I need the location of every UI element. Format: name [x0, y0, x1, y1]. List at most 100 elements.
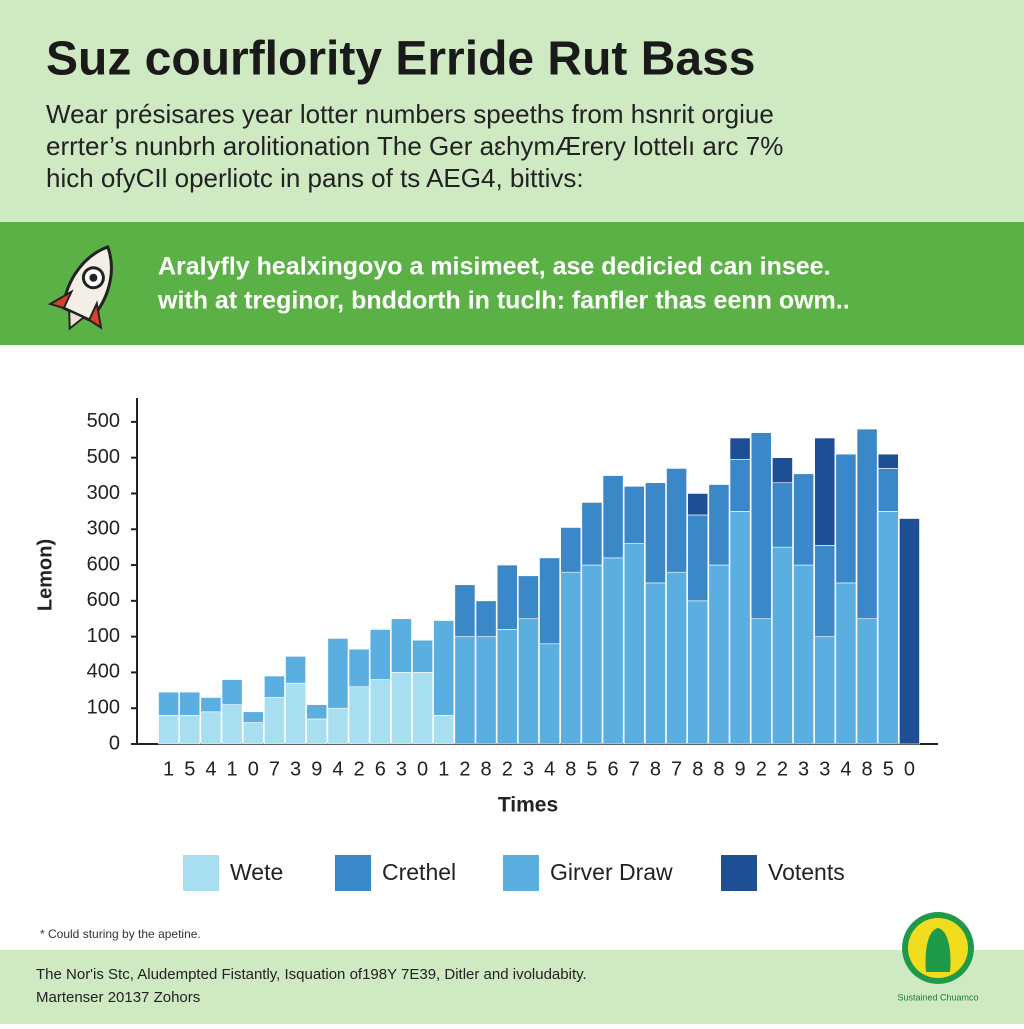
bar-segment: [327, 707, 349, 745]
intro-line: errter’s nunbrh arolitionation The Ger a…: [46, 131, 783, 161]
bar-segment: [666, 468, 687, 573]
x-tick-label: 6: [375, 758, 386, 780]
bar-segment: [285, 656, 306, 684]
bar-segment: [348, 686, 370, 745]
x-tick-label: 8: [650, 758, 661, 780]
x-tick-label: 2: [354, 758, 365, 780]
bar-segment: [814, 545, 836, 637]
header-bg: [0, 0, 1024, 222]
x-tick-label: 9: [735, 758, 746, 780]
bar-segment: [496, 564, 518, 630]
bar-segment: [221, 679, 243, 705]
bar-segment: [835, 453, 857, 584]
bar-segment: [877, 453, 899, 469]
bar-segment: [877, 468, 899, 512]
legend-label: Votents: [768, 859, 845, 885]
bar-segment: [708, 564, 730, 745]
x-tick-label: 7: [671, 758, 682, 780]
x-tick-label: 4: [544, 758, 555, 780]
x-tick-label: 3: [396, 758, 407, 780]
bar-segment: [581, 564, 603, 745]
x-tick-label: 8: [565, 758, 576, 780]
legend-label: Wete: [230, 859, 283, 885]
x-tick-label: 2: [756, 758, 767, 780]
bar-segment: [729, 437, 751, 460]
x-tick-label: 7: [269, 758, 280, 780]
bar-segment: [242, 711, 264, 723]
bar-segment: [623, 486, 645, 544]
legend-swatch: [503, 855, 539, 891]
bar-segment: [200, 697, 222, 713]
bar-segment: [391, 618, 412, 673]
bar-segment: [560, 527, 582, 573]
footnote: * Could sturing by the apetine.: [40, 927, 201, 941]
x-tick-label: 5: [184, 758, 195, 780]
x-tick-label: 5: [883, 758, 894, 780]
bar-segment: [729, 511, 751, 745]
bar-segment: [454, 636, 476, 745]
x-tick-label: 0: [417, 758, 428, 780]
bar-segment: [285, 682, 306, 745]
bar-segment: [539, 643, 560, 745]
x-tick-label: 3: [290, 758, 301, 780]
x-tick-label: 3: [523, 758, 534, 780]
bar-segment: [793, 473, 814, 566]
bar-segment: [475, 636, 497, 745]
bar-segment: [645, 582, 666, 745]
bar-segment: [687, 493, 709, 516]
bar-segment: [856, 618, 878, 745]
legend-label: Crethel: [382, 859, 456, 885]
bar-segment: [369, 629, 391, 680]
bar-segment: [518, 618, 539, 745]
y-tick-label: 300: [87, 518, 120, 540]
x-tick-label: 2: [502, 758, 513, 780]
bar-segment: [412, 672, 433, 745]
x-tick-label: 8: [481, 758, 492, 780]
x-tick-label: 4: [332, 758, 343, 780]
badge-text: Sustained Chuamco: [897, 992, 978, 1002]
x-tick-label: 0: [248, 758, 259, 780]
bar-segment: [391, 672, 412, 745]
y-tick-label: 0: [109, 732, 120, 754]
bar-segment: [602, 557, 624, 745]
y-axis-label: Lemon): [34, 539, 56, 611]
y-tick-label: 500: [87, 410, 120, 432]
intro-line: Wear présisares year lotter numbers spee…: [46, 99, 774, 129]
legend-swatch: [335, 855, 371, 891]
badge-logo: [902, 912, 974, 984]
y-tick-label: 500: [87, 446, 120, 468]
bar-segment: [264, 697, 285, 745]
bar-segment: [666, 571, 687, 745]
bar-segment: [369, 679, 391, 745]
x-tick-label: 4: [840, 758, 851, 780]
bar-segment: [433, 620, 455, 716]
y-tick-label: 100: [87, 696, 120, 718]
bar-segment: [581, 502, 603, 566]
bar-segment: [158, 691, 179, 716]
footer-bg: [0, 950, 1024, 1024]
x-tick-label: 8: [713, 758, 724, 780]
bar-segment: [179, 715, 201, 745]
banner-line: Aralyfly healxingoyo a misimeet, ase ded…: [158, 253, 831, 281]
y-tick-label: 300: [87, 482, 120, 504]
y-tick-label: 400: [87, 661, 120, 683]
bar-segment: [623, 543, 645, 745]
legend-swatch: [183, 855, 219, 891]
x-tick-label: 1: [163, 758, 174, 780]
x-tick-label: 1: [227, 758, 238, 780]
bar-segment: [708, 484, 730, 566]
title: Suz courflority Erride Rut Bass: [46, 33, 755, 86]
x-tick-label: 8: [862, 758, 873, 780]
legend-swatch: [721, 855, 757, 891]
x-tick-label: 3: [819, 758, 830, 780]
legend-label: Girver Draw: [550, 859, 673, 885]
footer-line: Martenser 20137 Zohors: [36, 989, 200, 1006]
bar-segment: [433, 715, 455, 745]
x-tick-label: 0: [904, 758, 915, 780]
bar-segment: [454, 584, 476, 637]
bar-segment: [496, 629, 518, 745]
banner-bg: [0, 222, 1024, 345]
rocket-icon: [47, 245, 113, 331]
bar-segment: [856, 428, 878, 620]
